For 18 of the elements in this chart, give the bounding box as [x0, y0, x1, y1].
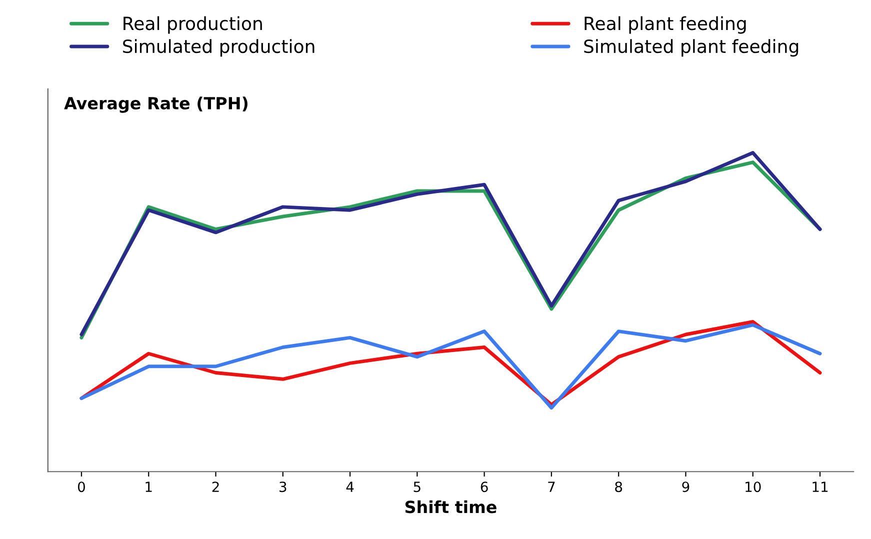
y-axis-title: Average Rate (TPH)	[64, 96, 248, 113]
legend-label: Real production	[124, 16, 262, 34]
x-tick-label: 7	[548, 482, 555, 492]
x-tick-label: 5	[414, 482, 420, 492]
x-axis-title: Shift time	[405, 500, 496, 514]
x-tick-label: 4	[346, 482, 354, 492]
x-tick-label: 9	[682, 482, 690, 492]
legend-label: Simulated production	[123, 39, 314, 57]
x-tick-label: 0	[78, 482, 85, 492]
x-tick-label: 3	[280, 482, 286, 492]
x-tick-label: 10	[746, 482, 761, 492]
x-tick-label: 6	[480, 482, 488, 492]
x-tick-label: 11	[812, 482, 828, 492]
legend-label: Simulated plant feeding	[584, 39, 798, 57]
x-tick-label: 1	[146, 482, 152, 492]
x-tick-label: 2	[212, 482, 219, 492]
x-tick-label: 8	[615, 482, 622, 492]
legend-label: Real plant feeding	[584, 16, 746, 34]
